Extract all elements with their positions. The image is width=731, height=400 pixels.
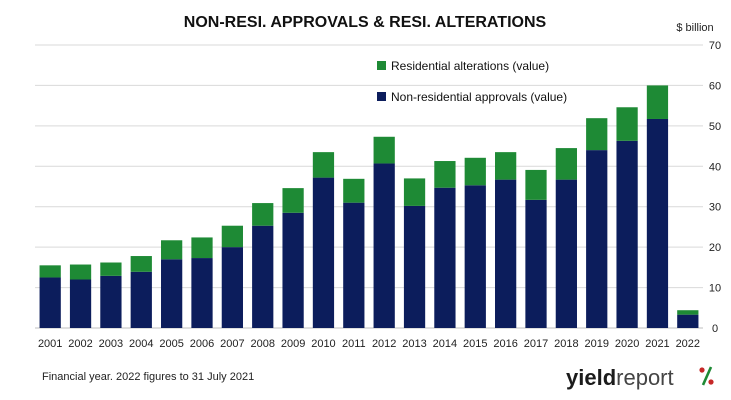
x-tick-label-2016: 2016	[493, 338, 517, 350]
bar-non-residential-2014	[434, 187, 456, 328]
bar-residential-alterations-2005	[161, 240, 183, 260]
bar-non-residential-2013	[403, 205, 426, 328]
bar-non-residential-2005	[161, 259, 183, 328]
percent-slash	[701, 366, 713, 386]
bar-residential-alterations-2020	[616, 107, 638, 141]
x-tick-label-2009: 2009	[281, 338, 305, 350]
logo-text-yield: yield	[566, 365, 616, 390]
bar-residential-alterations-2022	[677, 310, 699, 315]
x-tick-label-2004: 2004	[129, 338, 153, 350]
x-tick-label-2006: 2006	[190, 338, 214, 350]
y-tick-label-20: 20	[709, 242, 721, 254]
x-tick-label-2005: 2005	[159, 338, 183, 350]
y-tick-label-70: 70	[709, 40, 721, 52]
bar-residential-alterations-2001	[39, 265, 61, 278]
bar-non-residential-2022	[677, 314, 699, 328]
y-tick-label-10: 10	[709, 283, 721, 295]
percent-icon	[699, 366, 714, 386]
x-tick-label-2011: 2011	[342, 338, 366, 350]
bar-residential-alterations-2009	[282, 188, 304, 213]
bar-residential-alterations-2018	[555, 148, 577, 180]
y-tick-label-0: 0	[712, 323, 718, 335]
legend-label-non-residential-approvals: Non-residential approvals (value)	[391, 90, 567, 104]
bar-non-residential-2008	[252, 225, 274, 328]
x-tick-label-2003: 2003	[99, 338, 123, 350]
bars	[39, 85, 699, 328]
x-tick-label-2012: 2012	[372, 338, 396, 350]
percent-dot-top	[699, 367, 705, 373]
legend-swatch-non-residential-approvals	[377, 92, 386, 101]
x-tick-label-2013: 2013	[402, 338, 426, 350]
bar-non-residential-2015	[464, 185, 486, 328]
bar-residential-alterations-2016	[495, 152, 517, 180]
bar-residential-alterations-2019	[586, 118, 608, 151]
bar-non-residential-2004	[130, 271, 152, 328]
bar-residential-alterations-2011	[343, 178, 365, 203]
bar-non-residential-2016	[495, 179, 517, 328]
bar-non-residential-2003	[100, 275, 122, 328]
y-tick-label-50: 50	[709, 121, 721, 133]
bar-non-residential-2021	[646, 118, 669, 328]
percent-dot-bottom	[708, 379, 714, 385]
y-axis-unit: $ billion	[676, 22, 713, 34]
bar-residential-alterations-2007	[221, 225, 243, 248]
bar-residential-alterations-2008	[252, 203, 274, 226]
bar-residential-alterations-2013	[403, 178, 426, 206]
bar-residential-alterations-2002	[69, 264, 92, 280]
x-tick-label-2008: 2008	[250, 338, 274, 350]
yieldreport-logo: yieldreport	[566, 365, 714, 390]
bar-non-residential-2009	[282, 212, 304, 328]
x-tick-label-2007: 2007	[220, 338, 244, 350]
bar-non-residential-2007	[221, 247, 243, 328]
bar-residential-alterations-2010	[312, 152, 335, 178]
y-tick-label-40: 40	[709, 161, 721, 173]
bar-non-residential-2006	[191, 258, 213, 328]
chart-footnote: Financial year. 2022 figures to 31 July …	[42, 371, 254, 383]
bar-non-residential-2018	[555, 179, 577, 328]
x-axis-ticks: 2001 2002 2003 2004 2005 2006 2007 2008 2009 2010…	[38, 338, 700, 350]
bar-residential-alterations-2004	[130, 256, 152, 272]
x-tick-label-2018: 2018	[554, 338, 578, 350]
x-tick-label-2010: 2010	[311, 338, 335, 350]
bar-residential-alterations-2015	[464, 157, 486, 186]
bar-non-residential-2011	[343, 202, 365, 328]
legend: Residential alterations (value) Non-resi…	[377, 59, 567, 104]
bar-non-residential-2010	[312, 177, 335, 328]
bar-non-residential-2017	[525, 199, 547, 328]
x-tick-label-2015: 2015	[463, 338, 487, 350]
logo-text-report: report	[616, 365, 673, 390]
y-tick-label-60: 60	[709, 80, 721, 92]
bar-residential-alterations-2003	[100, 262, 122, 276]
bar-residential-alterations-2021	[646, 85, 669, 119]
bar-residential-alterations-2012	[373, 136, 395, 164]
svg-text:yieldreport: yieldreport	[566, 365, 674, 390]
legend-swatch-residential-alterations	[377, 61, 386, 70]
bar-non-residential-2019	[586, 150, 608, 328]
x-tick-label-2022: 2022	[676, 338, 700, 350]
legend-label-residential-alterations: Residential alterations (value)	[391, 59, 549, 73]
y-axis-ticks: 0 10 20 30 40 50 60 70	[709, 40, 721, 335]
bar-non-residential-2020	[616, 140, 638, 328]
bar-non-residential-2001	[39, 277, 61, 328]
x-tick-label-2020: 2020	[615, 338, 639, 350]
bar-residential-alterations-2014	[434, 161, 456, 188]
bar-non-residential-2012	[373, 163, 395, 328]
chart-title: NON-RESI. APPROVALS & RESI. ALTERATIONS	[184, 14, 547, 31]
x-tick-label-2002: 2002	[68, 338, 92, 350]
bar-residential-alterations-2017	[525, 169, 547, 200]
x-tick-label-2019: 2019	[584, 338, 608, 350]
x-tick-label-2021: 2021	[645, 338, 669, 350]
bar-residential-alterations-2006	[191, 237, 213, 259]
bar-non-residential-2002	[69, 279, 92, 328]
x-tick-label-2017: 2017	[524, 338, 548, 350]
x-tick-label-2014: 2014	[433, 338, 457, 350]
y-tick-label-30: 30	[709, 202, 721, 214]
x-tick-label-2001: 2001	[38, 338, 62, 350]
